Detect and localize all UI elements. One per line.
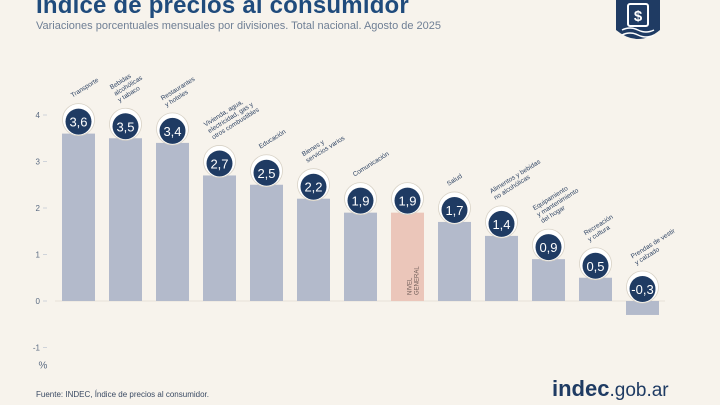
data-label-5: 2,2 [304, 180, 322, 195]
bar-1 [109, 138, 142, 301]
value-badge-6 [347, 187, 374, 214]
category-label-5: Bienes yservicios varios [301, 128, 347, 164]
data-label-9: 1,4 [492, 217, 510, 232]
source-note: Fuente: INDEC, Índice de precios al cons… [36, 390, 209, 399]
value-badge-11 [582, 252, 609, 279]
category-label-11: Recreacióny cultura [583, 214, 619, 244]
category-label-line: Alimentos y bebidas [489, 158, 543, 195]
category-label-12: Prendas de vestiry calzado [630, 227, 681, 267]
svg-text:$: $ [634, 8, 643, 25]
brand-domain: .gob.ar [609, 380, 669, 401]
value-badge-12 [629, 276, 656, 302]
bar-4 [250, 184, 283, 301]
value-badge-2 [159, 117, 186, 144]
category-label-6: Comunicación [352, 150, 391, 178]
value-badge-9 [488, 210, 515, 237]
data-label-0: 3,6 [69, 115, 87, 130]
category-label-line: Comunicación [352, 150, 391, 178]
bar-12 [626, 301, 659, 315]
data-label-1: 3,5 [116, 119, 134, 134]
data-label-8: 1,7 [445, 203, 463, 218]
value-badge-0 [65, 108, 92, 135]
category-label-line: Educación [258, 128, 288, 150]
category-label-8: Salud [446, 173, 464, 188]
bar-8 [438, 221, 471, 301]
y-tick-label: 4 [36, 111, 41, 120]
value-badge-8 [441, 196, 468, 223]
data-label-10: 0,9 [539, 240, 557, 255]
bar-6 [344, 212, 377, 301]
indec-brand: indec.gob.ar [552, 376, 669, 402]
category-label-line: Salud [446, 173, 464, 188]
y-tick-label: 1 [36, 251, 41, 260]
bar-2 [156, 142, 189, 301]
y-tick-label: 0 [36, 297, 41, 306]
value-badge-3 [206, 150, 233, 177]
category-label-10: Equipamientoy mantenimientodel hogar [532, 181, 584, 225]
category-label-4: Educación [258, 128, 288, 150]
page-subtitle: Variaciones porcentuales mensuales por d… [36, 20, 442, 32]
bar-7 [391, 212, 424, 301]
category-label-7: NIVELGENERAL [408, 266, 421, 295]
value-badge-5 [300, 173, 327, 200]
data-label-6: 1,9 [351, 194, 369, 209]
y-tick-label: 3 [36, 158, 41, 167]
category-label-line: Transporte [70, 77, 100, 100]
y-tick-label: 2 [36, 204, 41, 213]
value-badge-10 [535, 234, 562, 261]
category-label-2: Restaurantesy hoteles [160, 75, 201, 108]
indec-shield-logo: $ [616, 0, 660, 39]
bar-5 [297, 198, 330, 301]
category-label-1: Bebidasalcohólicasy tabaco [109, 68, 149, 104]
bar-9 [485, 235, 518, 301]
category-label-3: Vivienda, agua,electricidad, gas yotros … [203, 93, 261, 141]
data-label-3: 2,7 [210, 156, 228, 171]
bar-10 [532, 259, 565, 301]
value-badge-4 [253, 159, 280, 186]
category-label-line: NIVEL [408, 277, 414, 295]
bar-3 [203, 175, 236, 301]
data-label-2: 3,4 [163, 124, 181, 139]
bar-11 [579, 277, 612, 301]
data-label-7: 1,9 [398, 194, 416, 209]
value-badge-7 [394, 187, 421, 214]
category-label-line: GENERAL [415, 266, 421, 295]
y-tick-label: -1 [33, 344, 41, 353]
value-badge-1 [112, 113, 139, 140]
bar-0 [62, 133, 95, 301]
category-label-0: Transporte [70, 77, 100, 100]
y-axis-label: % [39, 361, 48, 372]
data-label-11: 0,5 [586, 259, 604, 274]
data-label-4: 2,5 [257, 166, 275, 181]
category-label-9: Alimentos y bebidasno alcohólicas [489, 158, 547, 202]
data-label-12: -0,3 [631, 282, 653, 297]
brand-name: indec [552, 376, 610, 401]
page-title: Índice de precios al consumidor [36, 0, 409, 19]
